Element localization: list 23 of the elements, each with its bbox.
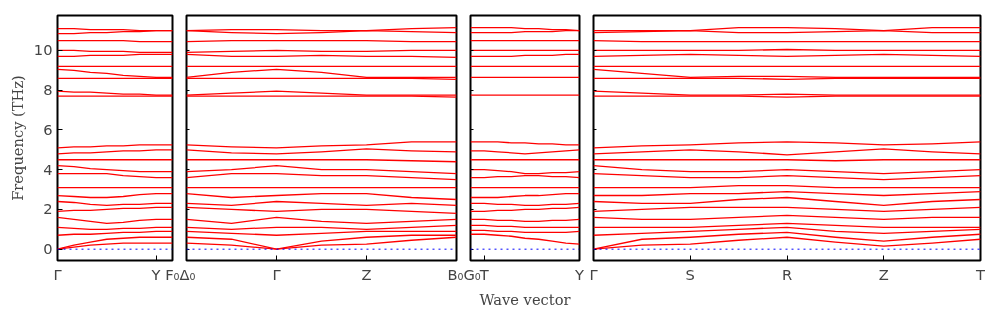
x-tick-label: G₀ — [463, 265, 481, 283]
x-tick-label: Y — [574, 265, 585, 283]
x-tick-label: Γ — [53, 265, 63, 283]
y-tick-label: 6 — [43, 120, 53, 138]
x-tick-label: S — [685, 265, 695, 283]
x-axis-title: Wave vector — [479, 290, 571, 308]
x-tick-label: R — [781, 265, 793, 283]
x-tick-label: Δ₀ — [179, 265, 196, 283]
x-tick-label: Γ — [589, 265, 599, 283]
x-tick-label: Γ — [272, 265, 282, 283]
y-tick-label: 4 — [43, 160, 53, 178]
y-tick-label: 10 — [33, 41, 53, 59]
x-tick-label: Z — [878, 265, 889, 283]
x-tick-label: T — [478, 265, 489, 283]
y-tick-label: 0 — [43, 240, 53, 258]
x-tick-label: B₀ — [447, 265, 464, 283]
y-tick-label: 8 — [43, 81, 53, 99]
x-tick-label: T — [975, 265, 986, 283]
x-tick-label: Y — [150, 265, 161, 283]
x-tick-label: F₀ — [165, 265, 180, 283]
x-tick-label: Z — [361, 265, 372, 283]
y-axis-title: Frequency (THz) — [8, 75, 26, 201]
y-tick-label: 2 — [43, 200, 53, 218]
